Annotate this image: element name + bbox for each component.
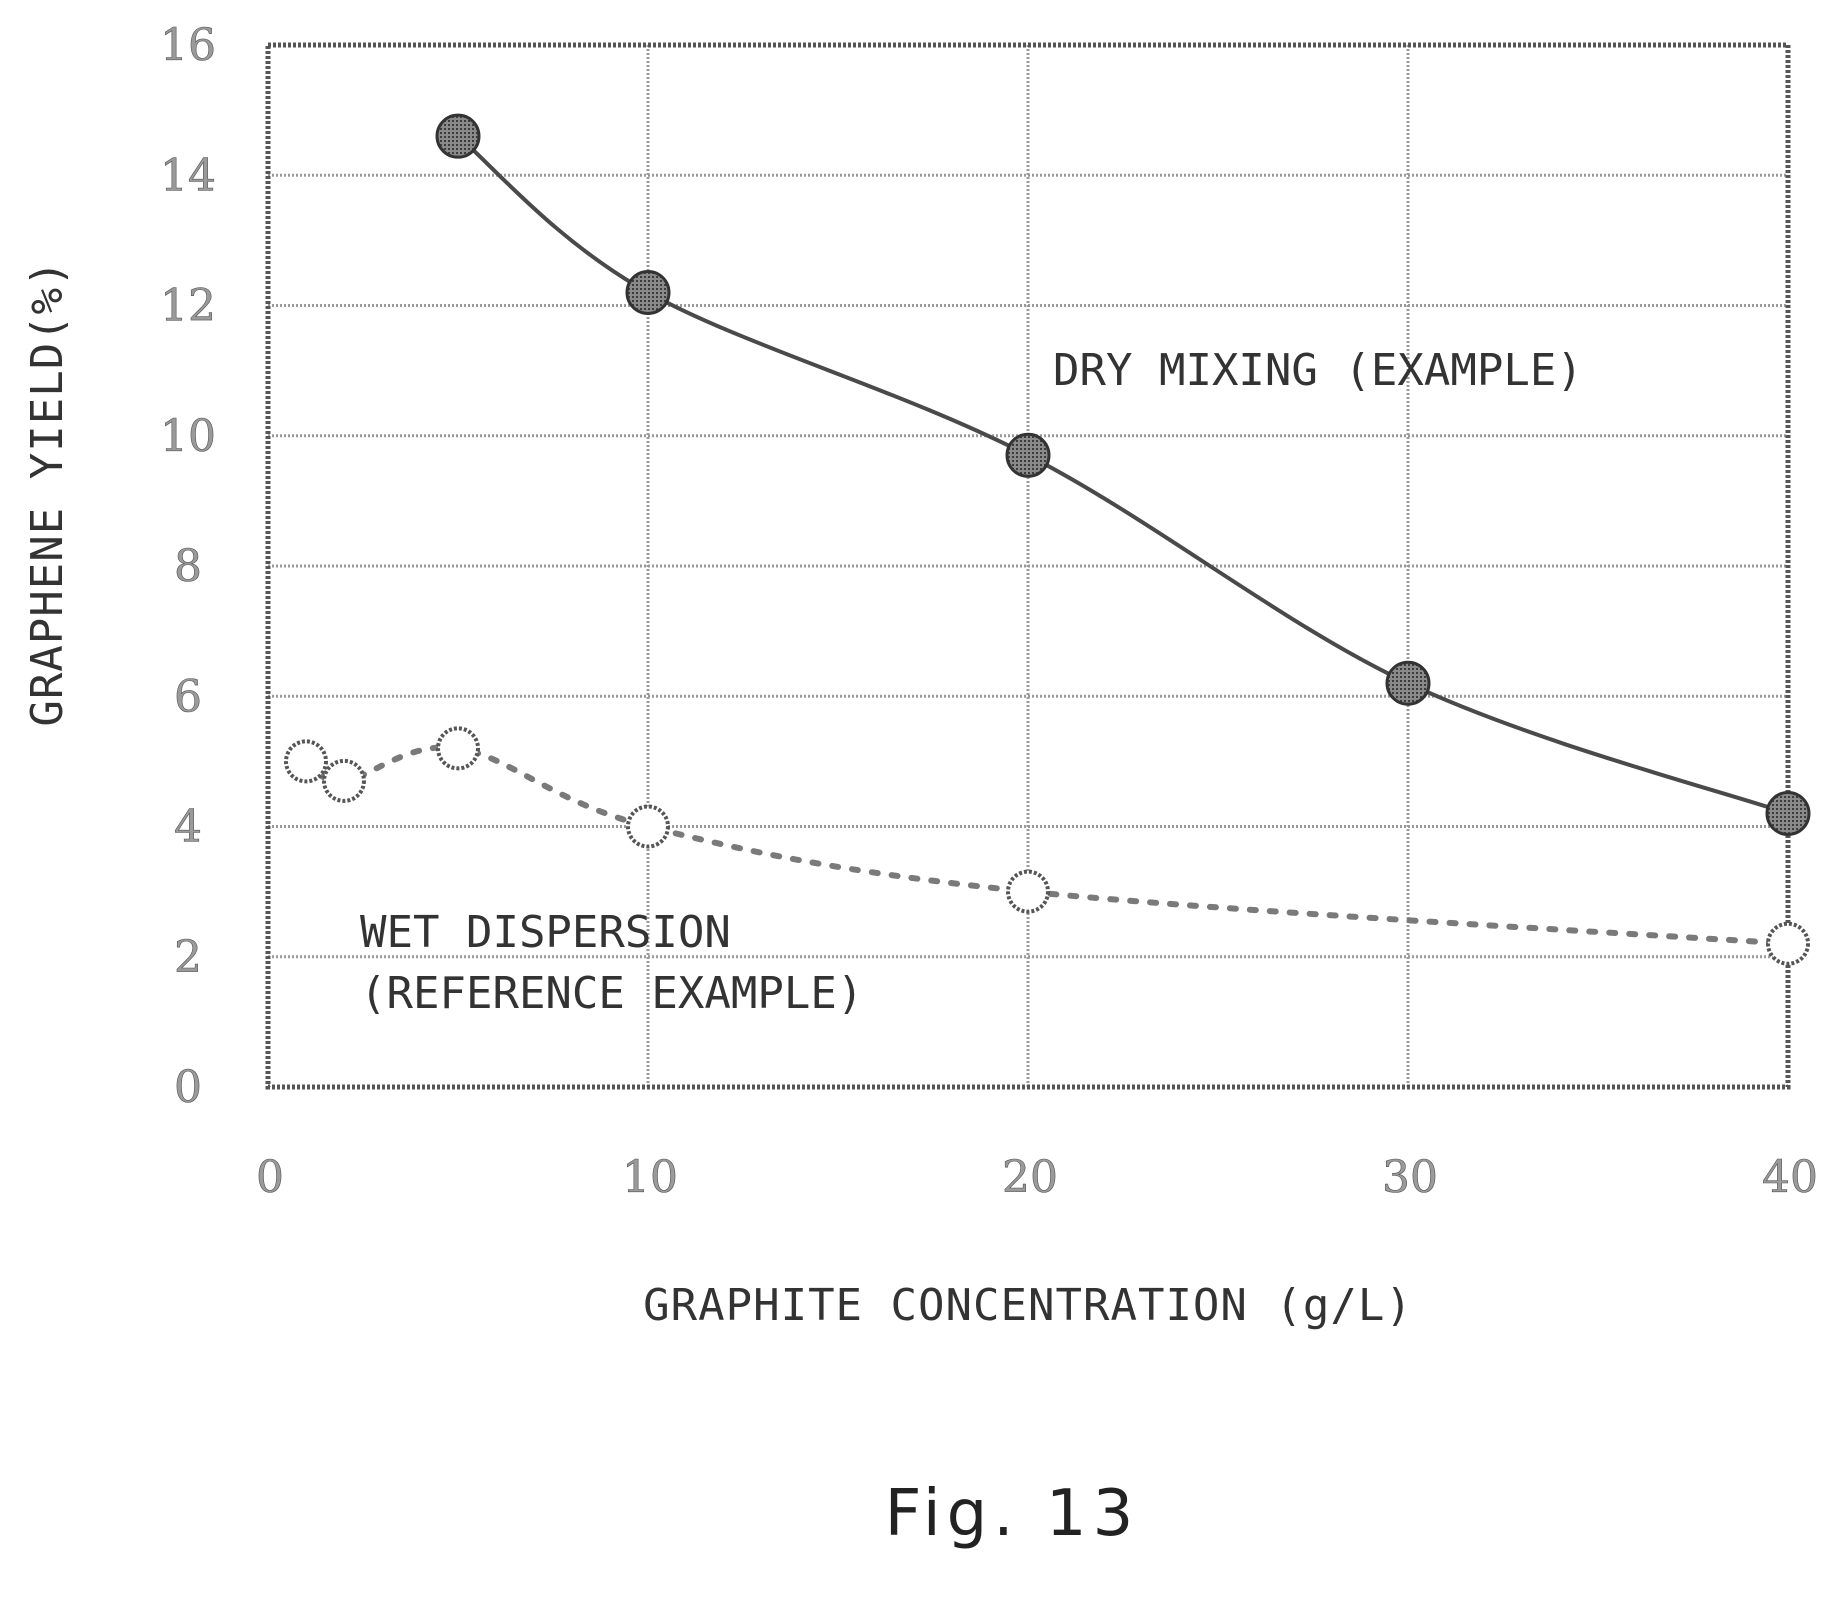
dry-mixing-point (1765, 790, 1811, 836)
y-tick-label: 6 (174, 671, 202, 722)
series-layer (284, 113, 1811, 966)
wet-dispersion-point (626, 804, 670, 849)
x-tick-label: 40 (1762, 1152, 1818, 1203)
dry-mixing-point (1005, 432, 1051, 478)
dry-mixing-point (435, 113, 481, 159)
reference-example-label: (REFERENCE EXAMPLE) (360, 968, 863, 1019)
y-tick-label: 14 (160, 150, 216, 201)
dry-mixing-point (1385, 660, 1431, 706)
y-tick-label: 10 (160, 411, 216, 462)
wet-dispersion-point (284, 739, 328, 784)
y-tick-label: 16 (160, 20, 216, 71)
y-tick-labels: 0 2 4 6 8 10 12 14 16 (160, 20, 217, 1114)
figure-caption: Fig. 13 (885, 1477, 1140, 1551)
plot-frame (265, 42, 1791, 1090)
y-tick-label: 0 (174, 1062, 202, 1113)
y-tick-label: 12 (160, 281, 216, 332)
wet-dispersion-label: WET DISPERSION (360, 907, 731, 958)
x-tick-label: 10 (622, 1152, 678, 1203)
wet-dispersion-point (322, 758, 366, 803)
dry-mixing-label: DRY MIXING (EXAMPLE) (1053, 345, 1583, 396)
wet-dispersion-point (436, 726, 480, 771)
y-tick-label: 8 (174, 541, 202, 592)
wet-dispersion-point (1766, 921, 1810, 966)
y-axis-title: GRAPHENE YIELD(%) (22, 259, 73, 726)
wet-dispersion-line (303, 744, 1791, 947)
x-tick-labels: 0 10 20 30 40 (256, 1152, 1819, 1204)
x-axis-title: GRAPHITE CONCENTRATION (g/L) (643, 1280, 1413, 1331)
x-tick-label: 30 (1382, 1152, 1438, 1203)
dry-mixing-line (456, 134, 1790, 816)
x-tick-label: 20 (1002, 1152, 1058, 1203)
dry-mixing-point (625, 269, 671, 315)
x-tick-label: 0 (256, 1152, 284, 1203)
y-tick-label: 4 (174, 802, 202, 853)
wet-dispersion-point (1006, 869, 1050, 914)
y-tick-label: 2 (174, 932, 202, 983)
